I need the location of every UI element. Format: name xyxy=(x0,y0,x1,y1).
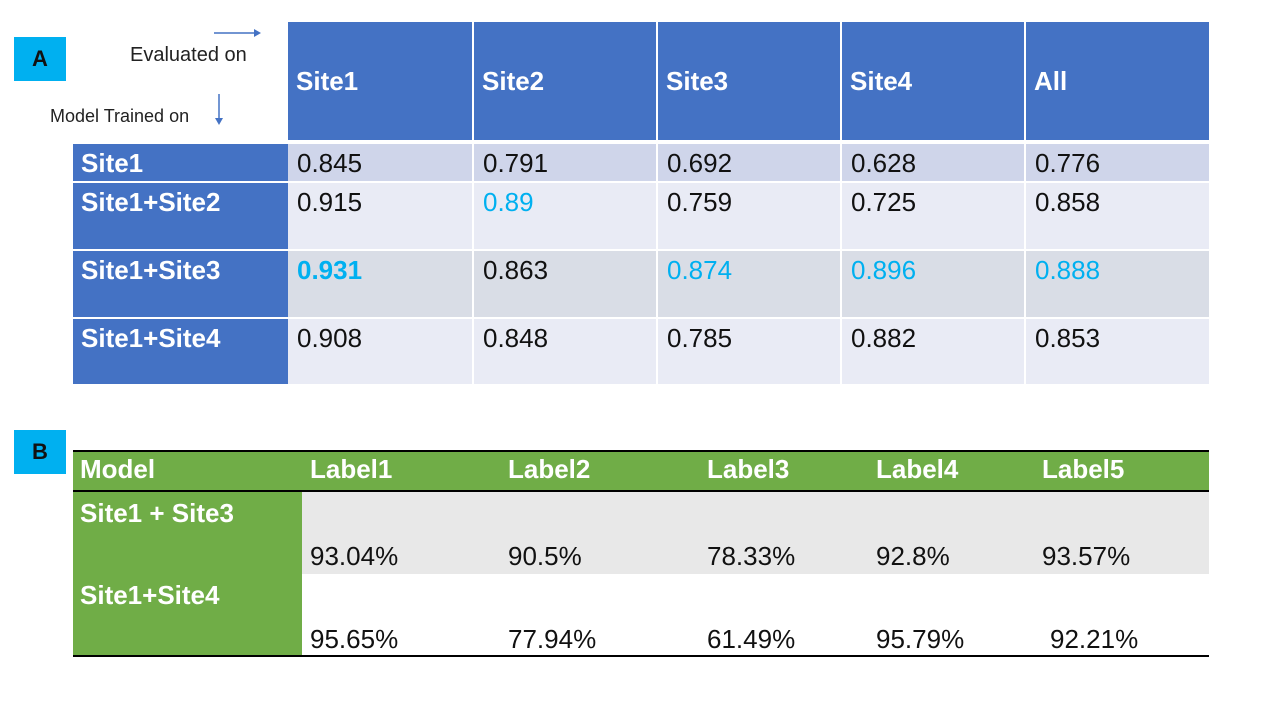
table-cell: 93.04% xyxy=(310,541,399,571)
panel-b-label: B xyxy=(14,430,66,474)
table-cell: 0.931 xyxy=(288,251,472,317)
column-header: Model xyxy=(80,454,156,484)
column-header: Site2 xyxy=(472,22,656,140)
row-header: Site1 xyxy=(73,144,288,181)
table-cell: 95.79% xyxy=(876,624,965,654)
table-cell: 78.33% xyxy=(707,541,796,571)
row-header: Site1+Site2 xyxy=(73,183,288,249)
table-cell: 95.65% xyxy=(310,624,399,654)
table-cell: 0.725 xyxy=(840,183,1024,249)
table-cell: 0.845 xyxy=(288,144,472,181)
table-cell: 77.94% xyxy=(508,624,597,654)
table-cell: 0.853 xyxy=(1024,319,1209,384)
column-header: Site3 xyxy=(656,22,840,140)
table-cell: 0.89 xyxy=(472,183,656,249)
table-cell: 0.628 xyxy=(840,144,1024,181)
evaluated-on-label: Evaluated on xyxy=(130,44,247,66)
table-bottom-rule xyxy=(73,655,1209,657)
right-arrow-icon xyxy=(214,29,261,37)
column-header: Label2 xyxy=(508,454,591,484)
model-column xyxy=(73,492,302,657)
table-cell: 0.759 xyxy=(656,183,840,249)
table-cell: 92.21% xyxy=(1050,624,1139,654)
table-cell: 0.791 xyxy=(472,144,656,181)
table-cell: 0.908 xyxy=(288,319,472,384)
column-header: Label4 xyxy=(876,454,959,484)
table-cell: 0.874 xyxy=(656,251,840,317)
table-cell: 0.692 xyxy=(656,144,840,181)
column-header: Label1 xyxy=(310,454,393,484)
row-header: Site1+Site4 xyxy=(73,319,288,384)
down-arrow-icon xyxy=(215,94,223,125)
table-cell: 61.49% xyxy=(707,624,796,654)
table-cell: 0.915 xyxy=(288,183,472,249)
column-header: Label5 xyxy=(1042,454,1125,484)
column-header: Site1 xyxy=(288,22,472,140)
column-header: Label3 xyxy=(707,454,790,484)
row-header: Site1+Site3 xyxy=(73,251,288,317)
table-cell: 0.785 xyxy=(656,319,840,384)
table-row xyxy=(302,492,1209,574)
table-header-row xyxy=(73,450,1209,492)
column-header: All xyxy=(1024,22,1209,140)
table-cell: 0.882 xyxy=(840,319,1024,384)
table-cell: 0.858 xyxy=(1024,183,1209,249)
table-cell: 0.896 xyxy=(840,251,1024,317)
table-cell: 0.776 xyxy=(1024,144,1209,181)
table-cell: 0.848 xyxy=(472,319,656,384)
row-header: Site1 + Site3 xyxy=(80,498,234,528)
panel-a-label: A xyxy=(14,37,66,81)
column-header: Site4 xyxy=(840,22,1024,140)
model-trained-on-label: Model Trained on xyxy=(50,106,190,126)
table-cell: 0.863 xyxy=(472,251,656,317)
table-cell: 93.57% xyxy=(1042,541,1131,571)
table-cell: 90.5% xyxy=(508,541,582,571)
table-cell: 0.888 xyxy=(1024,251,1209,317)
row-header: Site1+Site4 xyxy=(80,580,220,610)
table-cell: 92.8% xyxy=(876,541,950,571)
